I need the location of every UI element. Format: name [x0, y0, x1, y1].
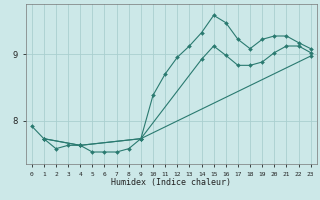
X-axis label: Humidex (Indice chaleur): Humidex (Indice chaleur) — [111, 178, 231, 187]
